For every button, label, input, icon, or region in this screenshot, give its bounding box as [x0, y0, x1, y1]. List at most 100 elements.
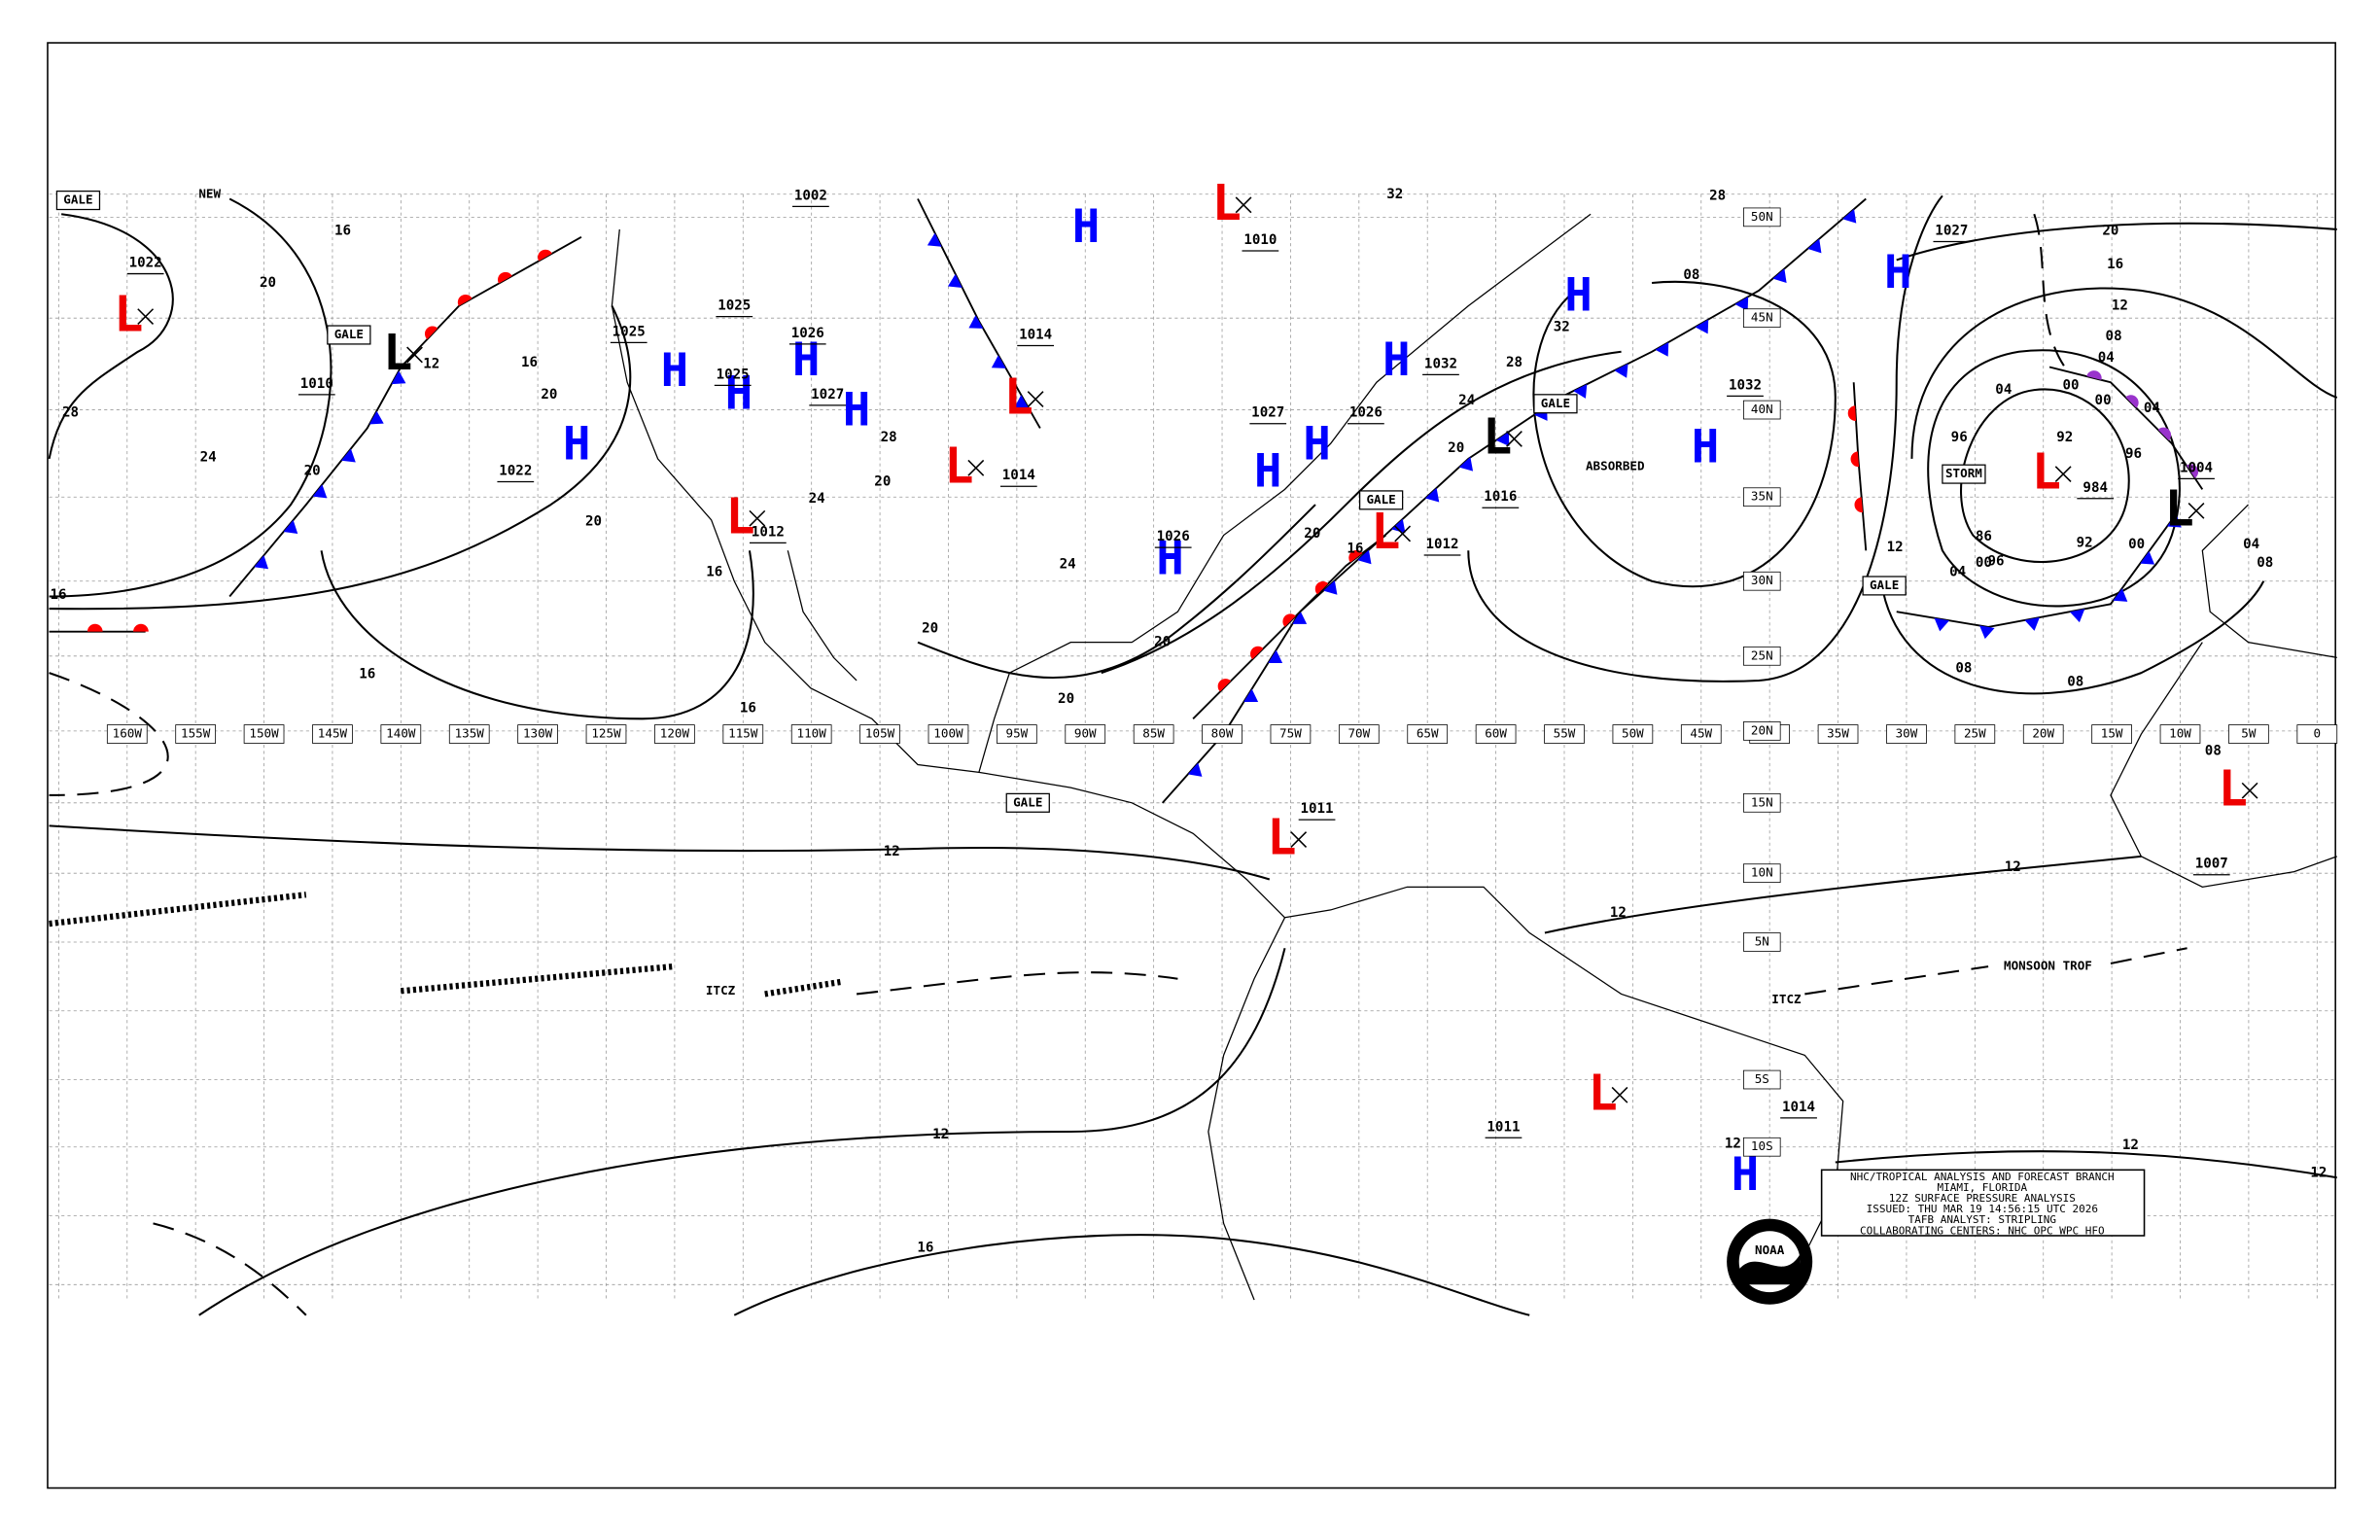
longitude-box [1544, 724, 1585, 744]
high-center: H [1732, 1148, 1759, 1202]
longitude-box [1680, 724, 1722, 744]
low-position [749, 509, 766, 527]
cold-front-pip [283, 519, 298, 535]
isobar-label: 32 [1386, 187, 1403, 202]
longitude-box [2228, 724, 2269, 744]
cold-front-pip [1734, 297, 1749, 311]
warm-front-pip [1314, 580, 1329, 595]
annotation: GALE [1013, 794, 1042, 809]
isobar-label: 16 [706, 564, 722, 579]
isobar-label: 20 [2102, 224, 2118, 239]
high-center: H [792, 333, 820, 387]
pressure-value: 1010 [300, 376, 333, 392]
longitude-box [2091, 724, 2132, 744]
longitude-label: 45W [1690, 726, 1712, 741]
high-center: H [1884, 246, 1911, 299]
isobar-label: 08 [1955, 660, 1972, 676]
warm-front-pip [1850, 451, 1860, 468]
cold-front-pip [1014, 395, 1030, 408]
high-center: H [843, 384, 870, 438]
longitude-label: 65W [1417, 726, 1439, 741]
longitude-label: 30W [1896, 726, 1918, 741]
low-position [137, 308, 155, 326]
longitude-label: 85W [1142, 726, 1165, 741]
latitude-label: 35N [1751, 489, 1773, 504]
pressure-value: 1010 [1243, 232, 1277, 248]
longitude-box [1475, 724, 1517, 744]
longitude-label: 110W [797, 726, 827, 741]
isobar-label: 04 [1949, 564, 1966, 579]
warm-front-pip [1348, 549, 1363, 563]
isobar-label: 08 [2067, 675, 2083, 690]
low-center: L [1589, 1064, 1618, 1121]
cold-front [228, 367, 402, 598]
high-center: H [1692, 420, 1719, 473]
page-frame [47, 42, 2336, 1489]
cold-front-pip [1934, 617, 1950, 632]
isobar-label: 00 [2128, 537, 2145, 552]
latitude-box [1743, 792, 1781, 813]
pressure-value: 1014 [1019, 327, 1052, 342]
longitude-label: 35W [1827, 726, 1849, 741]
high-center: H [1072, 200, 1100, 254]
cold-front-pip [1614, 364, 1628, 378]
pressure-value: 1026 [791, 326, 824, 341]
longitude-box [928, 724, 969, 744]
latitude-box [1743, 400, 1781, 420]
title-block: NHC/TROPICAL ANALYSIS AND FORECAST BRANC… [1820, 1169, 2146, 1237]
low-position [1290, 831, 1308, 848]
low-center: L [944, 437, 973, 494]
isobar-label: 16 [740, 700, 756, 716]
annotation-box [1533, 394, 1578, 414]
warm-front-pip [538, 249, 552, 262]
low-position [1027, 391, 1044, 407]
latitude-label: 10S [1751, 1138, 1773, 1153]
longitude-box [1817, 724, 1859, 744]
title-box [1820, 1169, 2146, 1237]
warm-front-pip [2186, 464, 2199, 478]
annotation: ITCZ [1771, 992, 1802, 1006]
grid [49, 193, 2337, 1301]
annotation: GALE [63, 192, 92, 207]
cold-front-pip [1842, 208, 1857, 224]
warm-front-pip [424, 326, 438, 340]
isobar-label: 12 [932, 1127, 949, 1142]
isobar-label: 20 [1448, 440, 1464, 456]
pressure-value: 1004 [2180, 460, 2213, 475]
longitude-label: 75W [1279, 726, 1302, 741]
warm-front [400, 235, 582, 368]
longitude-label: 80W [1211, 726, 1234, 741]
longitude-label: 120W [660, 726, 690, 741]
cold-front-pip [1495, 432, 1510, 446]
pressure-value: 1012 [752, 524, 785, 540]
annotation-box [1358, 490, 1404, 510]
annotation: GALE [1366, 492, 1395, 507]
low-position [2241, 782, 2258, 799]
isobar-label: 12 [2310, 1165, 2327, 1180]
cold-front-pip [1243, 688, 1259, 702]
warm-front-pip [457, 295, 472, 306]
isobars [48, 194, 2338, 1316]
isobar-label: 20 [874, 473, 891, 489]
isobar-label: 12 [2005, 859, 2021, 875]
title-line: TAFB ANALYST: STRIPLING [1908, 1213, 2056, 1226]
low-center: L [725, 487, 754, 544]
pressure-value: 1025 [612, 324, 646, 339]
low-position [1394, 525, 1412, 542]
longitude-label: 155W [181, 726, 211, 741]
warm-front-pip [497, 271, 512, 284]
high-center: H [563, 417, 590, 471]
isobar-label: 96 [1951, 430, 1968, 445]
pressure-value: 1011 [1487, 1119, 1520, 1135]
isobar-label: 28 [881, 430, 897, 445]
title-line: ISSUED: THU MAR 19 14:56:15 UTC 2026 [1867, 1203, 2098, 1215]
isobar-label: 00 [1976, 555, 1992, 571]
pressure-value: 1011 [1301, 801, 1334, 817]
isobar-label: 96 [1987, 553, 2004, 569]
cold-front-pip [968, 315, 984, 329]
cold-front-pip [312, 484, 328, 499]
isobar-label: 28 [1709, 188, 1726, 203]
longitude-label: 115W [728, 726, 758, 741]
cold-front-pip [1424, 487, 1440, 503]
pressure-value: 1022 [499, 463, 532, 478]
